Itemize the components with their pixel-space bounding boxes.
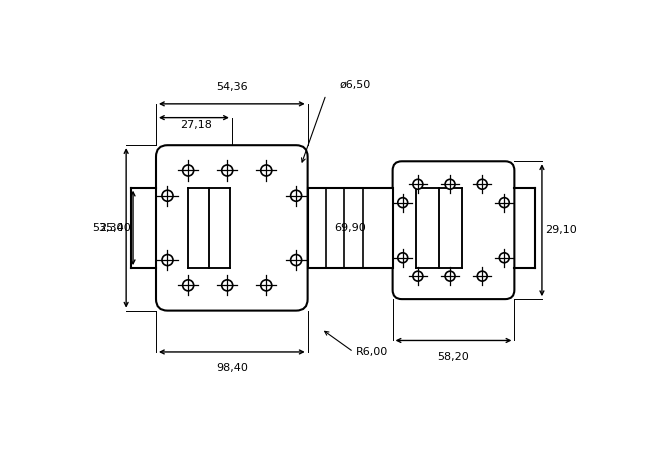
FancyBboxPatch shape xyxy=(156,145,308,311)
Text: 69,90: 69,90 xyxy=(334,223,366,233)
Circle shape xyxy=(413,271,423,281)
Text: 25,40: 25,40 xyxy=(99,223,131,233)
Circle shape xyxy=(261,165,272,176)
Circle shape xyxy=(183,280,194,291)
Circle shape xyxy=(291,254,302,266)
Text: 29,10: 29,10 xyxy=(546,225,578,235)
Text: ø6,50: ø6,50 xyxy=(340,80,371,91)
Circle shape xyxy=(162,190,173,201)
Circle shape xyxy=(222,165,233,176)
Text: 53,30: 53,30 xyxy=(93,223,124,233)
Text: 58,20: 58,20 xyxy=(437,352,469,362)
FancyBboxPatch shape xyxy=(393,161,514,299)
Text: 98,40: 98,40 xyxy=(216,364,248,373)
Text: 54,36: 54,36 xyxy=(216,82,248,93)
Circle shape xyxy=(222,280,233,291)
Circle shape xyxy=(261,280,272,291)
Circle shape xyxy=(413,179,423,189)
Circle shape xyxy=(477,271,487,281)
Circle shape xyxy=(499,198,509,207)
Circle shape xyxy=(445,271,455,281)
Circle shape xyxy=(162,254,173,266)
Circle shape xyxy=(499,253,509,263)
Text: R6,00: R6,00 xyxy=(356,347,388,357)
Text: 27,18: 27,18 xyxy=(180,120,212,130)
Circle shape xyxy=(291,190,302,201)
Polygon shape xyxy=(308,188,393,268)
Circle shape xyxy=(398,198,408,207)
Circle shape xyxy=(445,179,455,189)
Circle shape xyxy=(183,165,194,176)
Circle shape xyxy=(477,179,487,189)
Circle shape xyxy=(398,253,408,263)
